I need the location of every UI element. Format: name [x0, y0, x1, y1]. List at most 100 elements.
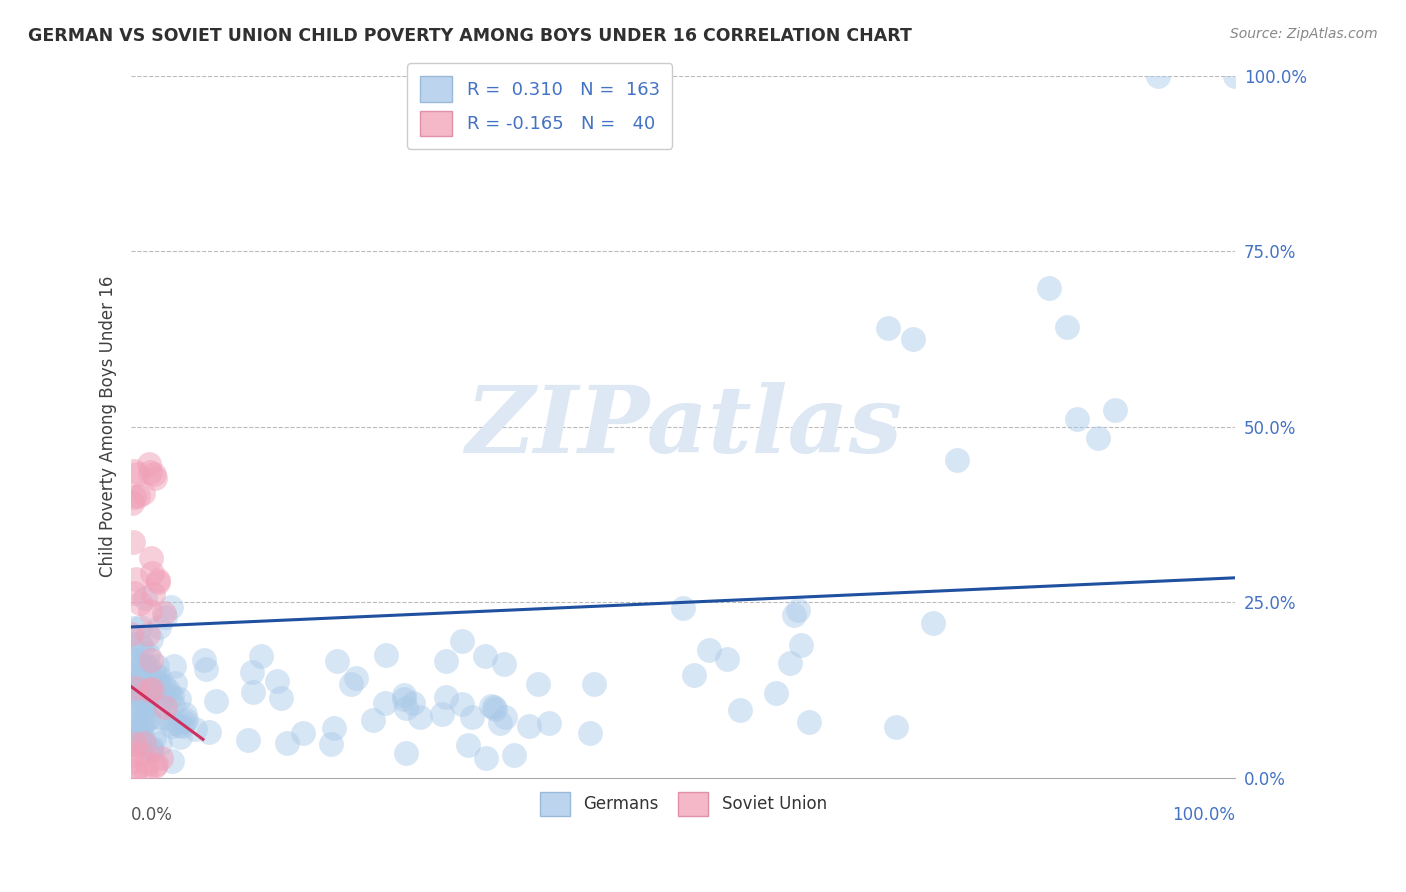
Point	[129, 681, 152, 695]
Point	[374, 696, 396, 710]
Point	[142, 586, 165, 600]
Point	[361, 713, 384, 727]
Point	[138, 711, 160, 725]
Point	[136, 680, 159, 694]
Point	[319, 737, 342, 751]
Point	[167, 692, 190, 706]
Point	[945, 452, 967, 467]
Point	[128, 670, 150, 684]
Point	[125, 572, 148, 586]
Point	[1225, 69, 1247, 83]
Point	[884, 720, 907, 734]
Point	[127, 688, 149, 702]
Point	[457, 738, 479, 752]
Point	[145, 470, 167, 484]
Point	[127, 698, 149, 713]
Point	[122, 535, 145, 549]
Point	[149, 750, 172, 764]
Point	[160, 754, 183, 768]
Point	[344, 671, 367, 685]
Point	[682, 667, 704, 681]
Point	[128, 733, 150, 747]
Point	[125, 705, 148, 719]
Point	[138, 457, 160, 471]
Point	[326, 654, 349, 668]
Point	[392, 689, 415, 703]
Point	[132, 701, 155, 715]
Point	[120, 627, 142, 641]
Point	[173, 714, 195, 729]
Point	[128, 660, 150, 674]
Point	[121, 496, 143, 510]
Point	[169, 730, 191, 744]
Point	[141, 682, 163, 697]
Point	[395, 746, 418, 760]
Point	[129, 679, 152, 693]
Point	[489, 715, 512, 730]
Point	[1066, 411, 1088, 425]
Point	[392, 691, 415, 706]
Point	[131, 640, 153, 655]
Point	[145, 678, 167, 692]
Point	[141, 677, 163, 691]
Point	[482, 700, 505, 714]
Point	[160, 690, 183, 704]
Point	[526, 677, 548, 691]
Point	[152, 688, 174, 702]
Point	[1104, 403, 1126, 417]
Point	[136, 627, 159, 641]
Point	[139, 604, 162, 618]
Point	[163, 715, 186, 730]
Point	[141, 566, 163, 580]
Point	[124, 676, 146, 690]
Point	[125, 722, 148, 736]
Point	[146, 574, 169, 589]
Point	[129, 715, 152, 730]
Point	[145, 686, 167, 700]
Point	[172, 719, 194, 733]
Point	[129, 721, 152, 735]
Text: 100.0%: 100.0%	[1173, 806, 1236, 824]
Point	[134, 683, 156, 698]
Point	[143, 467, 166, 481]
Point	[494, 710, 516, 724]
Point	[197, 724, 219, 739]
Point	[156, 683, 179, 698]
Point	[460, 710, 482, 724]
Point	[236, 733, 259, 747]
Point	[395, 701, 418, 715]
Point	[139, 632, 162, 647]
Point	[193, 653, 215, 667]
Point	[135, 674, 157, 689]
Point	[136, 659, 159, 673]
Point	[266, 674, 288, 689]
Point	[145, 758, 167, 772]
Point	[474, 751, 496, 765]
Point	[124, 653, 146, 667]
Point	[122, 695, 145, 709]
Point	[138, 664, 160, 678]
Point	[141, 652, 163, 666]
Point	[162, 698, 184, 713]
Point	[409, 709, 432, 723]
Point	[134, 591, 156, 606]
Point	[142, 672, 165, 686]
Point	[450, 633, 472, 648]
Point	[451, 697, 474, 711]
Point	[270, 690, 292, 705]
Point	[157, 712, 180, 726]
Point	[503, 747, 526, 762]
Point	[121, 747, 143, 762]
Point	[122, 464, 145, 478]
Point	[121, 646, 143, 660]
Point	[127, 718, 149, 732]
Point	[135, 693, 157, 707]
Point	[276, 736, 298, 750]
Point	[250, 648, 273, 663]
Point	[783, 607, 806, 622]
Point	[121, 637, 143, 651]
Text: GERMAN VS SOVIET UNION CHILD POVERTY AMONG BOYS UNDER 16 CORRELATION CHART: GERMAN VS SOVIET UNION CHILD POVERTY AMO…	[28, 27, 912, 45]
Point	[139, 551, 162, 566]
Point	[479, 698, 502, 713]
Point	[159, 600, 181, 615]
